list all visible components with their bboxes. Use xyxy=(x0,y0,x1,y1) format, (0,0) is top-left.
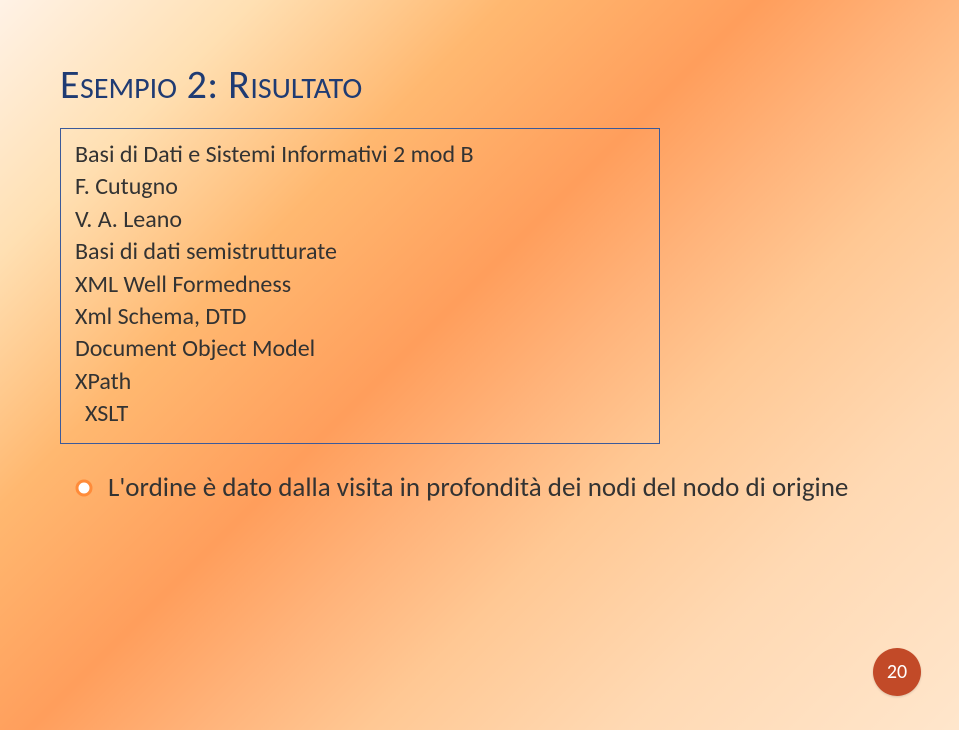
title-word3-rest: ISULTATO xyxy=(250,70,362,107)
slide-title: ESEMPIO 2: RISULTATO xyxy=(60,60,362,109)
box-line: Basi di Dati e Sistemi Informativi 2 mod… xyxy=(75,139,645,171)
box-line: Xml Schema, DTD xyxy=(75,301,645,333)
slide: ESEMPIO 2: RISULTATO Basi di Dati e Sist… xyxy=(0,0,959,730)
box-line: V. A. Leano xyxy=(75,204,645,236)
result-box: Basi di Dati e Sistemi Informativi 2 mod… xyxy=(60,128,660,444)
box-line: F. Cutugno xyxy=(75,171,645,203)
box-line-indented: XSLT xyxy=(85,398,645,430)
title-sep: 2: xyxy=(177,60,228,109)
box-line: Document Object Model xyxy=(75,333,645,365)
title-word3-cap: R xyxy=(228,60,250,109)
title-word1-cap: E xyxy=(60,60,80,109)
title-word1-rest: SEMPIO xyxy=(80,70,177,107)
bullet-text: L'ordine è dato dalla visita in profondi… xyxy=(108,470,848,506)
page-number: 20 xyxy=(887,660,907,684)
page-number-badge: 20 xyxy=(873,648,921,696)
box-line: XML Well Formedness xyxy=(75,269,645,301)
bullet-ring-icon xyxy=(74,478,94,498)
bullet-item: L'ordine è dato dalla visita in profondi… xyxy=(74,470,874,506)
box-line: XPath xyxy=(75,366,645,398)
box-line: Basi di dati semistrutturate xyxy=(75,236,645,268)
